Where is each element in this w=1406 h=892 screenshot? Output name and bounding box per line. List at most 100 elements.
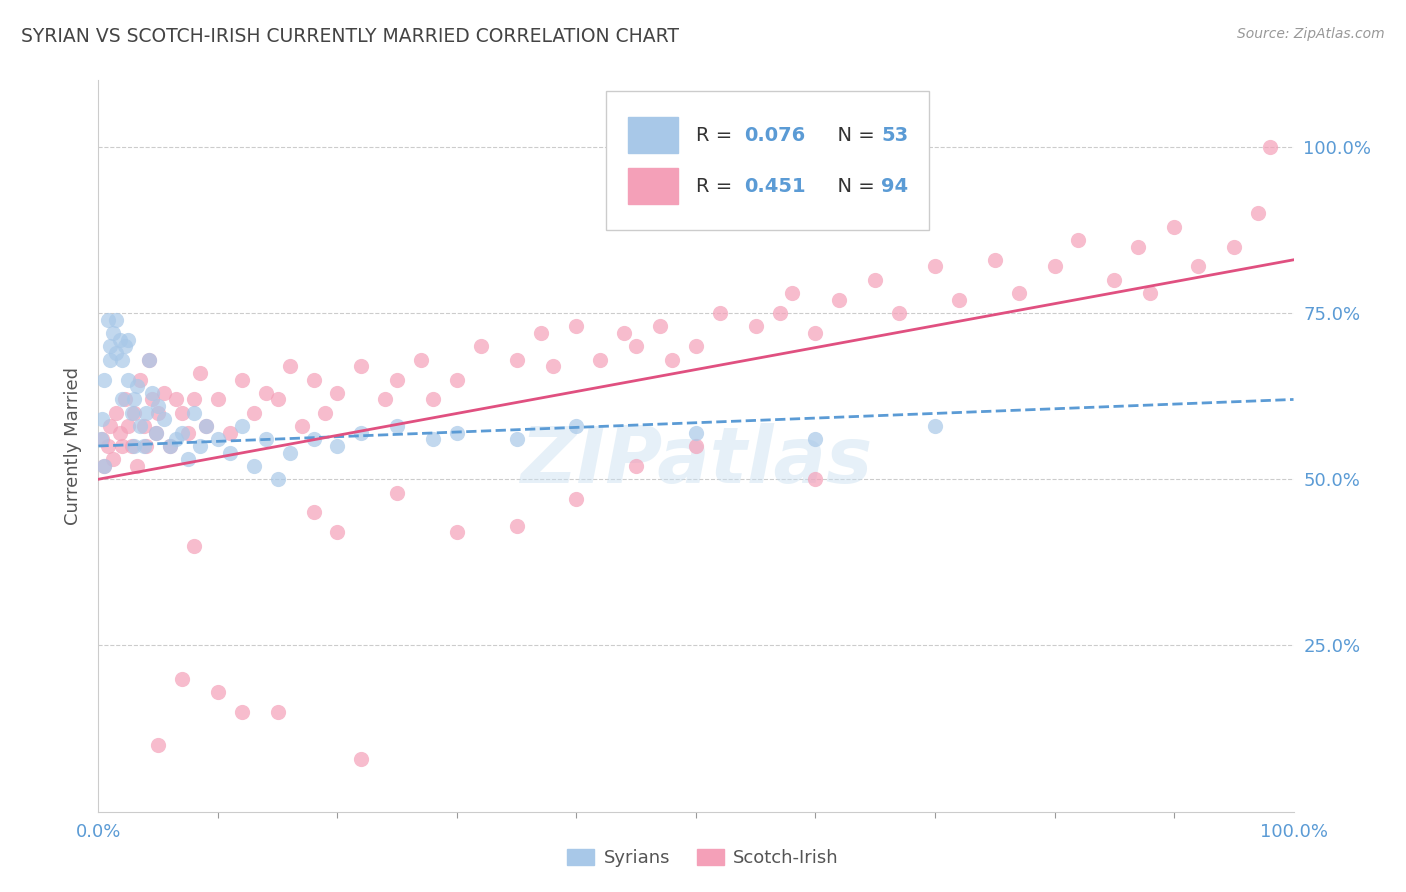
Point (470, 339, 492, 353)
Point (530, 326, 553, 340)
Point (278, 359, 301, 374)
Text: SYRIAN VS SCOTCH-IRISH CURRENTLY MARRIED CORRELATION CHART: SYRIAN VS SCOTCH-IRISH CURRENTLY MARRIED… (21, 27, 679, 45)
Point (350, 425, 373, 440)
Point (114, 392, 136, 407)
Point (828, 293, 851, 307)
Point (117, 419, 139, 434)
Point (135, 406, 157, 420)
Point (98, 419, 122, 434)
Point (565, 319, 588, 334)
Point (446, 372, 468, 386)
Point (159, 439, 181, 453)
Point (924, 260, 946, 274)
Point (108, 333, 131, 347)
Point (1139, 286, 1161, 301)
Point (1187, 260, 1209, 274)
Point (98, 339, 122, 353)
Point (125, 458, 148, 473)
Point (101, 452, 124, 467)
Point (804, 433, 827, 447)
Point (385, 419, 409, 434)
Point (219, 445, 242, 459)
Point (165, 392, 187, 407)
Point (108, 425, 131, 440)
Point (411, 352, 433, 367)
Point (124, 392, 146, 407)
Text: N =: N = (825, 126, 882, 145)
Point (97, 312, 120, 326)
Point (153, 412, 176, 426)
Point (177, 425, 200, 440)
Point (93, 458, 115, 473)
Point (565, 419, 588, 434)
Point (148, 406, 170, 420)
Point (350, 751, 373, 765)
Point (278, 445, 301, 459)
Point (105, 406, 128, 420)
Point (804, 472, 827, 486)
Point (172, 406, 194, 420)
Point (291, 419, 314, 434)
Point (93, 458, 115, 473)
Point (685, 425, 707, 440)
FancyBboxPatch shape (628, 117, 678, 153)
Point (541, 359, 564, 374)
Point (267, 392, 290, 407)
Point (267, 705, 290, 719)
Text: 53: 53 (882, 126, 908, 145)
Point (101, 326, 124, 340)
Point (506, 518, 529, 533)
FancyBboxPatch shape (606, 91, 929, 230)
Point (159, 439, 181, 453)
Point (117, 333, 139, 347)
Point (685, 339, 707, 353)
Point (709, 306, 731, 320)
Point (97, 439, 120, 453)
Text: ZIPatlas: ZIPatlas (520, 423, 872, 499)
Point (506, 433, 529, 447)
Text: Source: ZipAtlas.com: Source: ZipAtlas.com (1237, 27, 1385, 41)
Point (650, 319, 672, 334)
Point (506, 352, 529, 367)
Point (1258, 140, 1281, 154)
Point (1163, 219, 1185, 234)
Point (138, 352, 160, 367)
Point (626, 458, 648, 473)
Point (889, 306, 911, 320)
Point (105, 312, 128, 326)
Point (1128, 239, 1150, 253)
Point (129, 419, 152, 434)
Point (385, 485, 409, 500)
Point (172, 425, 194, 440)
Point (111, 392, 134, 407)
Point (769, 306, 792, 320)
Point (661, 352, 683, 367)
Point (1223, 239, 1246, 253)
Point (302, 372, 325, 386)
Point (93, 372, 115, 386)
Point (1104, 273, 1126, 287)
Point (135, 439, 157, 453)
Text: R =: R = (696, 177, 738, 196)
Point (90, 433, 112, 447)
Point (231, 419, 253, 434)
Point (219, 425, 242, 440)
Point (446, 425, 468, 440)
Point (121, 406, 143, 420)
Point (183, 392, 205, 407)
Point (207, 685, 229, 699)
Point (243, 458, 266, 473)
Point (114, 339, 136, 353)
Point (207, 433, 229, 447)
Point (613, 326, 636, 340)
Point (188, 439, 211, 453)
Point (948, 293, 970, 307)
Point (326, 385, 349, 400)
Point (91, 412, 114, 426)
Point (780, 286, 803, 301)
Text: N =: N = (825, 177, 882, 196)
Point (121, 439, 143, 453)
Point (183, 539, 205, 553)
Text: 0.076: 0.076 (744, 126, 806, 145)
Point (865, 273, 887, 287)
